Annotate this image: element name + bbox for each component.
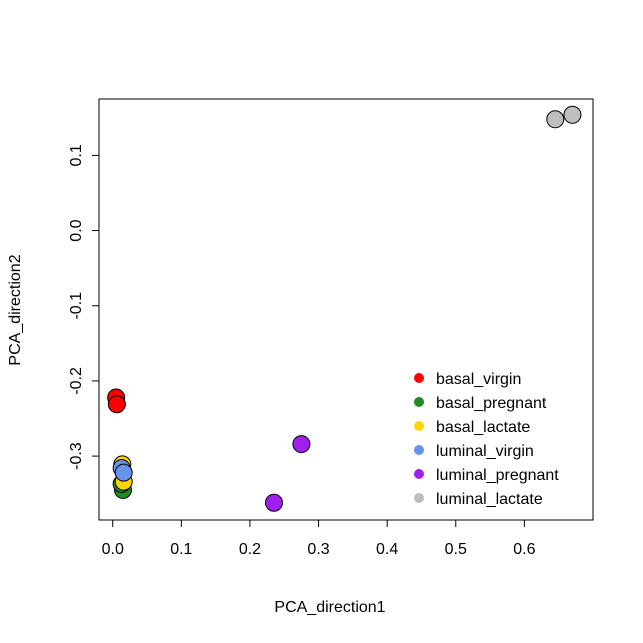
data-points	[107, 105, 582, 512]
data-point-luminal-lactate	[563, 105, 582, 124]
legend-marker	[414, 469, 424, 479]
x-tick-label: 0.2	[239, 541, 261, 558]
y-tick-label: 0.0	[68, 219, 85, 241]
x-axis: 0.0 0.1 0.2 0.3 0.4 0.5 0.6	[102, 519, 536, 558]
y-tick-label: -0.1	[68, 292, 85, 320]
x-tick-label: 0.4	[376, 541, 398, 558]
legend-marker	[414, 421, 424, 431]
x-tick-label: 0.6	[513, 541, 535, 558]
y-tick-label: -0.3	[68, 442, 85, 470]
legend: basal_virgin basal_pregnant basal_lactatel…	[414, 371, 559, 508]
data-point-luminal-lactate	[546, 110, 565, 129]
y-axis-label: PCA_direction2	[7, 254, 24, 365]
legend-label: luminal_lactate	[436, 491, 543, 508]
legend-marker	[414, 445, 424, 455]
x-axis-label: PCA_direction1	[274, 599, 385, 616]
y-tick-label: 0.1	[68, 144, 85, 166]
legend-label: basal_virgin	[436, 371, 521, 388]
legend-label: luminal_pregnant	[436, 467, 559, 484]
legend-label: basal_lactate	[436, 419, 530, 436]
x-tick-label: 0.5	[445, 541, 467, 558]
x-tick-label: 0.1	[170, 541, 192, 558]
y-tick-label: -0.2	[68, 367, 85, 395]
legend-marker	[414, 493, 424, 503]
data-point-luminal-pregnant	[292, 435, 311, 454]
x-tick-label: 0.0	[102, 541, 124, 558]
legend-label: luminal_virgin	[436, 443, 534, 460]
data-point-basal-virgin	[107, 395, 126, 414]
legend-label: basal_pregnant	[436, 395, 547, 412]
x-tick-label: 0.3	[307, 541, 329, 558]
y-axis: -0.3 -0.2 -0.1 0.0 0.1	[68, 144, 100, 470]
legend-marker	[414, 373, 424, 383]
legend-marker	[414, 397, 424, 407]
data-point-luminal-pregnant	[264, 493, 283, 512]
data-point-luminal-virgin	[114, 463, 133, 482]
